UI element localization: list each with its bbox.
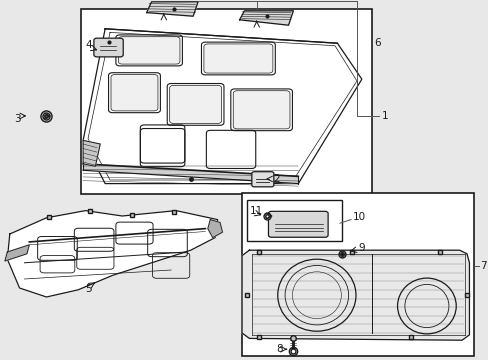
Polygon shape [83,164,298,184]
Text: 5: 5 [85,284,92,294]
Polygon shape [242,250,468,340]
Text: 6: 6 [373,38,380,48]
FancyBboxPatch shape [268,211,327,237]
Text: 11: 11 [249,206,262,216]
Bar [242,193,473,356]
Text: 10: 10 [352,212,366,222]
FancyBboxPatch shape [169,85,221,123]
FancyBboxPatch shape [251,172,273,187]
Text: 9: 9 [357,243,364,253]
FancyBboxPatch shape [203,44,272,73]
Polygon shape [207,220,222,238]
Text: 1: 1 [381,111,387,121]
FancyBboxPatch shape [233,91,289,129]
Text: 8: 8 [276,344,283,354]
Polygon shape [7,211,217,297]
Polygon shape [83,29,361,184]
Bar [246,200,342,241]
Bar [81,9,371,194]
Text: 3: 3 [14,114,20,124]
FancyBboxPatch shape [118,37,180,64]
Text: 7: 7 [479,261,486,271]
FancyBboxPatch shape [111,75,158,111]
Text: 4: 4 [85,40,92,50]
Polygon shape [239,11,293,25]
Text: 2: 2 [272,174,279,184]
FancyBboxPatch shape [94,38,123,57]
Polygon shape [146,2,198,16]
Polygon shape [83,140,100,166]
Polygon shape [5,245,29,261]
